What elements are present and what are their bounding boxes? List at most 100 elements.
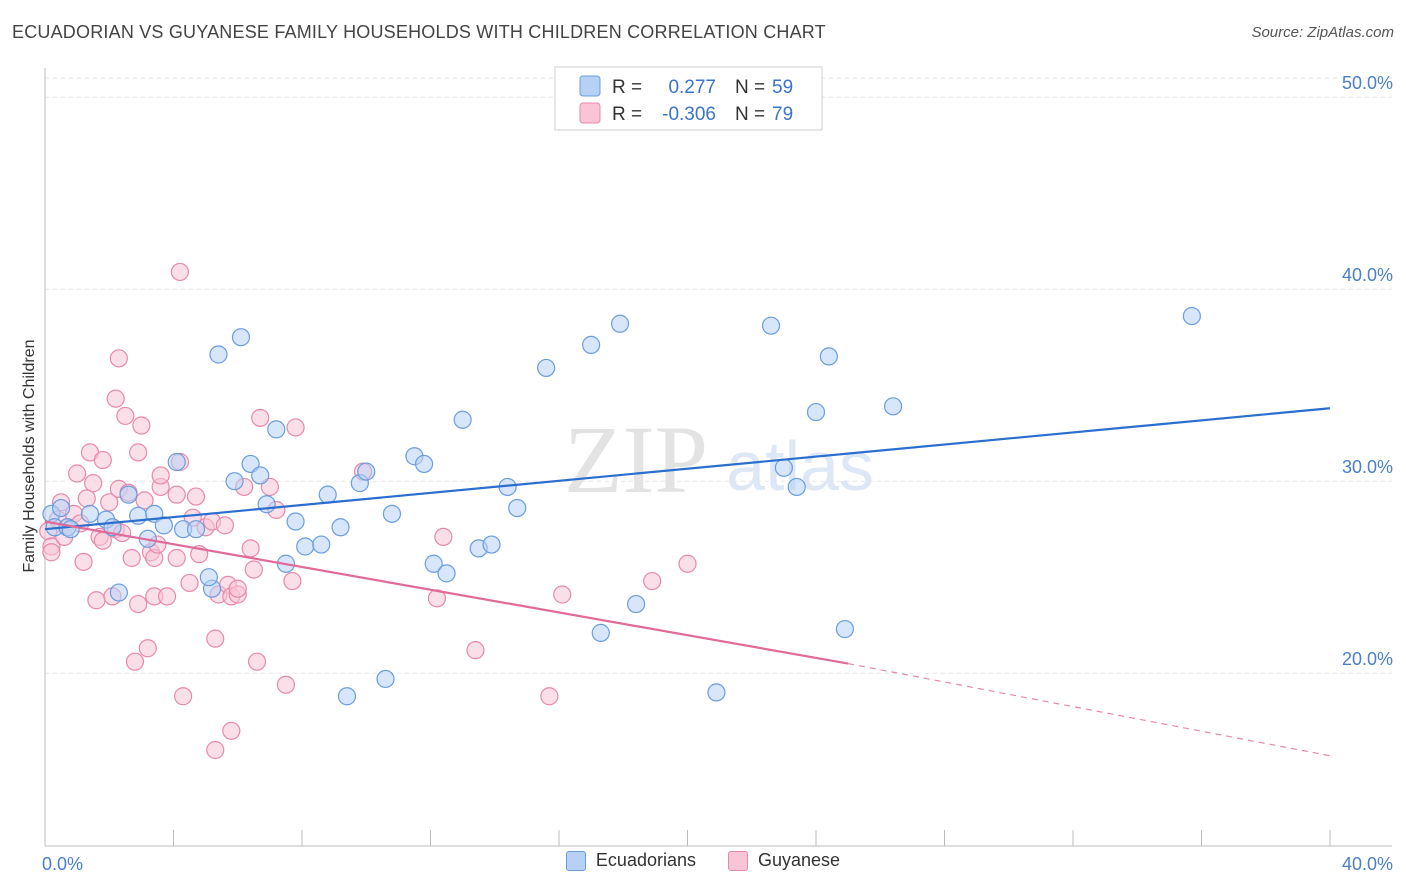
y-axis-label: Family Households with Children: [21, 340, 38, 573]
guyanese-point: [74, 552, 93, 571]
bottom-legend-swatch-ecuadorians: [565, 850, 586, 871]
guyanese-point: [167, 548, 186, 568]
ecuadorians-point: [591, 623, 610, 642]
legend-n-value-ecuadorians: 59: [772, 77, 793, 98]
bottom-legend-swatch-guyanese: [728, 850, 748, 871]
bottom-legend: Ecuadorians Guyanese: [0, 850, 1406, 871]
legend-swatch-guyanese: [579, 102, 601, 124]
y-tick-label: 50.0%: [1342, 73, 1393, 93]
x-tick-label-max: 40.0%: [1342, 854, 1393, 874]
chart-title: ECUADORIAN VS GUYANESE FAMILY HOUSEHOLDS…: [12, 22, 826, 42]
guyanese-point: [241, 539, 260, 558]
guyanese-point: [251, 408, 270, 427]
guyanese-point: [122, 548, 141, 568]
ecuadorians-point: [707, 683, 726, 702]
ecuadorians-point: [51, 498, 71, 518]
guyanese-point: [129, 594, 148, 614]
ecuadorians-point: [331, 518, 350, 537]
guyanese-point: [174, 687, 193, 706]
guyanese-point: [93, 450, 112, 470]
ecuadorians-point: [61, 520, 80, 539]
legend-r-label-ecuadorians: R =: [612, 77, 642, 98]
ecuadorians-point: [424, 554, 443, 573]
ecuadorians-point: [787, 477, 806, 497]
ecuadorians-point: [199, 568, 218, 587]
legend-n-value-guyanese: 79: [772, 104, 793, 125]
guyanese-point: [286, 418, 305, 437]
ecuadorians-point: [154, 516, 173, 535]
guyanese-point: [125, 652, 145, 671]
ecuadorians-point: [537, 358, 556, 378]
bottom-legend-label-ecuadorians: Ecuadorians: [595, 850, 696, 870]
ecuadorians-point: [482, 535, 501, 554]
guyanese-point: [157, 587, 177, 606]
guyanese-point: [138, 639, 157, 658]
ecuadorians-point: [267, 420, 286, 439]
guyanese-point: [466, 641, 485, 660]
guyanese-point: [206, 629, 225, 648]
gridlines: [45, 77, 1392, 674]
legend-n-label-guyanese: N =: [735, 104, 765, 125]
ecuadorians-point: [119, 485, 138, 504]
y-tick-label: 40.0%: [1342, 265, 1393, 285]
ecuadorians-point: [582, 335, 601, 354]
guyanese-point: [180, 573, 199, 593]
ecuadorians-point: [382, 504, 402, 523]
ecuadorians-point: [225, 472, 244, 491]
guyanese-point: [84, 474, 103, 493]
guyanese-point: [247, 652, 267, 671]
guyanese-point: [170, 262, 190, 282]
ecuadorians-point: [508, 498, 527, 518]
ecuadorians-point: [774, 458, 793, 477]
legend-r-value-ecuadorians: 0.277: [668, 77, 716, 98]
trend-line-ecuadorians: [44, 407, 1331, 531]
guyanese-point: [222, 721, 241, 740]
guyanese-point: [87, 591, 106, 610]
watermark-zip: ZIP: [564, 406, 708, 513]
guyanese-point: [132, 416, 151, 435]
trend-line-guyanese-extension: [848, 663, 1331, 757]
guyanese-point: [276, 675, 296, 694]
guyanese-point: [68, 464, 87, 483]
ecuadorians-point: [626, 594, 646, 614]
legend-swatch-ecuadorians: [579, 75, 601, 97]
guyanese-point: [129, 443, 148, 462]
guyanese-point: [678, 554, 697, 573]
guyanese-point: [434, 527, 453, 546]
trend-line-guyanese: [44, 520, 849, 665]
ecuadorians-point: [257, 495, 276, 514]
ecuadorians-point: [251, 466, 270, 485]
bottom-legend-label-guyanese: Guyanese: [758, 850, 841, 870]
ecuadorians-point: [209, 345, 228, 364]
ecuadorians-point: [357, 462, 376, 481]
y-tick-labels: 20.0% 30.0% 40.0% 50.0%: [1342, 73, 1393, 669]
ecuadorians-point: [167, 452, 186, 472]
ecuadorians-point: [806, 402, 826, 422]
guyanese-point: [540, 687, 559, 706]
x-tick-label-min: 0.0%: [42, 854, 83, 874]
guyanese-point: [77, 489, 96, 508]
legend-r-value-guyanese: -0.306: [662, 104, 716, 125]
ecuadorians-point: [296, 537, 315, 556]
ecuadorians-point: [109, 583, 128, 602]
y-tick-label: 20.0%: [1342, 649, 1393, 669]
guyanese-point: [244, 560, 263, 579]
guyanese-point: [167, 485, 186, 504]
guyanese-point: [100, 493, 119, 512]
guyanese-point: [151, 466, 170, 485]
guyanese-point: [42, 543, 61, 562]
ecuadorians-point: [835, 619, 855, 639]
trend-lines: [44, 407, 1331, 757]
legend-box: R = 0.277 N = 59 R = -0.306 N = 79: [554, 66, 823, 131]
ecuadorians-point: [376, 669, 395, 689]
ecuadorians-point: [414, 454, 434, 474]
guyanese-point: [553, 585, 572, 604]
axes: [44, 68, 1392, 847]
guyanese-point: [206, 740, 225, 760]
ecuadorians-point: [231, 328, 251, 347]
y-tick-label: 30.0%: [1342, 457, 1393, 477]
x-tick-labels: 0.0% 40.0%: [42, 854, 1393, 874]
source-label: Source: ZipAtlas.com: [1251, 24, 1394, 41]
ecuadorians-point: [453, 410, 472, 429]
ecuadorians-point: [819, 347, 838, 366]
